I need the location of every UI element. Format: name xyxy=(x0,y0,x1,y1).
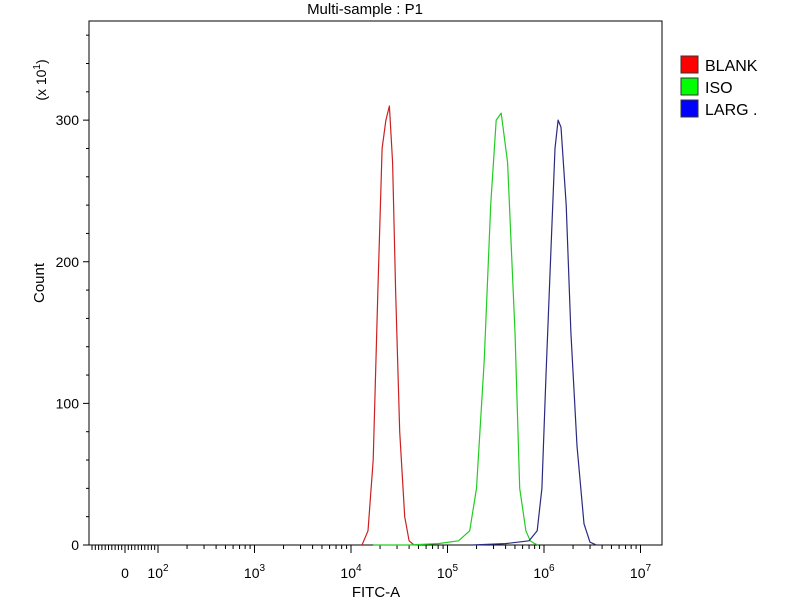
y-multiplier-text: (x 10 xyxy=(33,69,49,100)
legend: BLANK ISO LARG . xyxy=(680,55,758,119)
x-tick-label: 102 xyxy=(147,563,169,581)
y-multiplier-close: ) xyxy=(33,59,49,64)
legend-label: LARG . xyxy=(705,102,757,119)
legend-swatch xyxy=(680,55,699,74)
x-tick-label: 107 xyxy=(630,563,652,581)
legend-label: BLANK xyxy=(705,58,758,75)
y-tick-label: 300 xyxy=(56,112,80,128)
y-tick-label: 100 xyxy=(56,395,80,411)
y-multiplier-exp: 1 xyxy=(32,64,43,70)
y-multiplier-label: (x 101) xyxy=(32,59,49,100)
x-tick-label: 106 xyxy=(533,563,555,581)
y-axis-label: Count xyxy=(31,262,48,303)
x-tick-label: 104 xyxy=(340,563,362,581)
chart-title: Multi-sample : P1 xyxy=(307,1,423,18)
y-tick-label: 200 xyxy=(56,254,80,270)
x-tick-label: 105 xyxy=(437,563,459,581)
y-tick-label: 0 xyxy=(71,537,79,553)
x-axis-label: FITC-A xyxy=(352,584,400,600)
series-line-larg xyxy=(472,119,597,546)
legend-swatch xyxy=(680,77,699,96)
plot-frame xyxy=(88,20,663,546)
legend-label: ISO xyxy=(705,80,733,97)
series-line-blank xyxy=(361,105,415,546)
x-axis-ticks: 0 102 103 104 105 106 107 xyxy=(91,545,652,581)
histogram-series xyxy=(361,105,597,546)
svg-text:(x 101): (x 101) xyxy=(32,59,49,100)
legend-swatch xyxy=(680,99,699,118)
x-tick-label: 0 xyxy=(121,565,129,581)
series-line-iso xyxy=(373,112,539,546)
x-tick-label: 103 xyxy=(244,563,266,581)
y-axis-ticks: 0 100 200 300 xyxy=(56,34,89,553)
